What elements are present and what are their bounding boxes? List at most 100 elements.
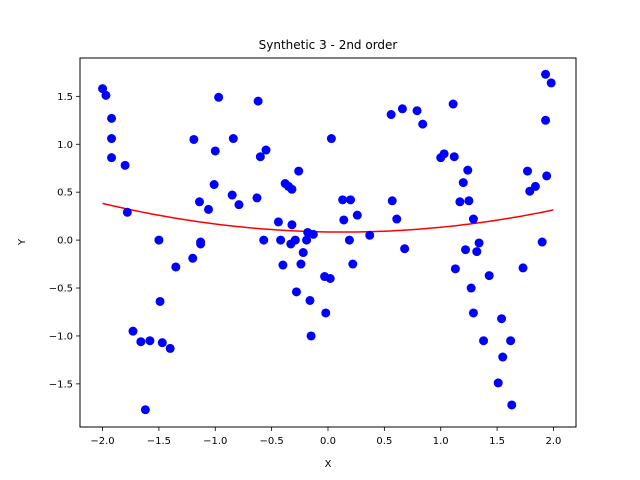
data-point bbox=[338, 195, 348, 205]
y-tick-label: −0.5 bbox=[49, 284, 73, 295]
data-point bbox=[154, 235, 164, 245]
data-point bbox=[259, 235, 269, 245]
data-point bbox=[346, 195, 356, 205]
data-point bbox=[450, 264, 460, 274]
data-point bbox=[523, 166, 533, 176]
data-point bbox=[348, 259, 358, 269]
x-tick-label: −1.0 bbox=[203, 436, 227, 447]
data-point bbox=[493, 378, 503, 388]
fit-curve bbox=[102, 202, 554, 233]
data-point bbox=[439, 149, 449, 159]
data-point bbox=[365, 230, 375, 240]
data-point bbox=[455, 197, 465, 207]
data-point bbox=[165, 343, 175, 353]
data-point bbox=[506, 336, 516, 346]
data-point bbox=[291, 287, 301, 297]
data-point bbox=[397, 104, 407, 114]
data-point bbox=[140, 405, 150, 415]
data-point bbox=[479, 336, 489, 346]
data-point bbox=[468, 308, 478, 318]
y-axis-ticks: −1.5 −1.0 −0.5 0.0 0.5 1.0 1.5 bbox=[49, 92, 80, 390]
data-point bbox=[466, 283, 476, 293]
data-point bbox=[448, 99, 458, 109]
data-point bbox=[290, 235, 300, 245]
data-point bbox=[188, 253, 198, 263]
data-point bbox=[464, 196, 474, 206]
data-point bbox=[321, 308, 331, 318]
data-point bbox=[209, 180, 219, 190]
data-point bbox=[344, 235, 354, 245]
data-point bbox=[507, 400, 517, 410]
plot-frame bbox=[79, 57, 577, 428]
data-point bbox=[122, 207, 132, 217]
data-point bbox=[325, 273, 335, 283]
data-point bbox=[128, 326, 138, 336]
y-tick-label: 0.5 bbox=[57, 188, 73, 199]
data-point bbox=[449, 152, 459, 162]
data-point bbox=[228, 134, 238, 144]
data-point bbox=[542, 171, 552, 181]
x-axis-label: X bbox=[325, 459, 332, 470]
chart-title: Synthetic 3 - 2nd order bbox=[259, 38, 398, 52]
data-point bbox=[308, 229, 318, 239]
x-tick-label: 0.0 bbox=[320, 436, 336, 447]
x-tick-label: 0.5 bbox=[376, 436, 392, 447]
data-point bbox=[484, 271, 494, 281]
y-tick-label: 1.5 bbox=[57, 92, 73, 103]
x-tick-label: −2.0 bbox=[90, 436, 114, 447]
y-tick-label: 0.0 bbox=[57, 236, 73, 247]
data-point bbox=[518, 263, 528, 273]
scatter-points bbox=[98, 69, 556, 415]
x-tick-label: 1.5 bbox=[489, 436, 505, 447]
data-point bbox=[474, 238, 484, 248]
data-point bbox=[392, 214, 402, 224]
data-point bbox=[458, 178, 468, 188]
data-point bbox=[498, 352, 508, 362]
data-point bbox=[107, 113, 117, 123]
data-point bbox=[387, 196, 397, 206]
data-point bbox=[497, 314, 507, 324]
data-point bbox=[157, 338, 167, 348]
data-point bbox=[418, 119, 428, 129]
x-axis-ticks: −2.0 −1.5 −1.0 −0.5 0.0 0.5 1.0 1.5 2.0 bbox=[90, 427, 561, 447]
data-point bbox=[276, 235, 286, 245]
data-point bbox=[255, 152, 265, 162]
data-point bbox=[107, 153, 117, 163]
data-point bbox=[287, 220, 297, 230]
data-point bbox=[530, 181, 540, 191]
data-point bbox=[227, 190, 237, 200]
data-point bbox=[541, 69, 551, 79]
data-point bbox=[339, 215, 349, 225]
data-point bbox=[189, 134, 199, 144]
data-point bbox=[468, 214, 478, 224]
data-point bbox=[294, 166, 304, 176]
data-point bbox=[210, 146, 220, 156]
data-point bbox=[107, 134, 117, 144]
data-point bbox=[306, 331, 316, 341]
data-point bbox=[472, 247, 482, 257]
data-point bbox=[400, 244, 410, 254]
data-point bbox=[546, 78, 556, 88]
data-point bbox=[463, 165, 473, 175]
y-tick-label: 1.0 bbox=[57, 140, 73, 151]
data-point bbox=[171, 262, 181, 272]
y-axis-label: Y bbox=[17, 238, 28, 246]
data-point bbox=[298, 248, 308, 258]
data-point bbox=[296, 259, 306, 269]
data-point bbox=[278, 260, 288, 270]
data-point bbox=[155, 296, 165, 306]
data-point bbox=[196, 239, 206, 249]
data-point bbox=[204, 204, 214, 214]
y-tick-label: −1.5 bbox=[49, 379, 73, 390]
x-tick-label: −0.5 bbox=[259, 436, 283, 447]
x-tick-label: 2.0 bbox=[546, 436, 562, 447]
data-point bbox=[305, 295, 315, 305]
data-point bbox=[101, 90, 111, 100]
data-point bbox=[537, 237, 547, 247]
data-point bbox=[253, 96, 263, 106]
data-point bbox=[412, 106, 422, 116]
data-point bbox=[461, 245, 471, 255]
data-point bbox=[287, 184, 297, 194]
data-point bbox=[252, 193, 262, 203]
